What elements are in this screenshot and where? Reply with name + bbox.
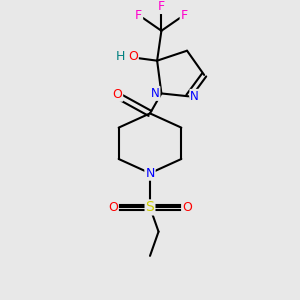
Text: F: F: [158, 0, 165, 13]
Text: F: F: [181, 9, 188, 22]
Text: O: O: [112, 88, 122, 101]
Text: F: F: [135, 9, 142, 22]
Text: N: N: [190, 90, 199, 103]
Text: N: N: [151, 87, 160, 100]
Text: O: O: [182, 201, 192, 214]
Text: S: S: [146, 200, 154, 214]
Text: O: O: [128, 50, 138, 63]
Text: N: N: [145, 167, 155, 180]
Text: O: O: [108, 201, 118, 214]
Text: H: H: [116, 50, 125, 63]
